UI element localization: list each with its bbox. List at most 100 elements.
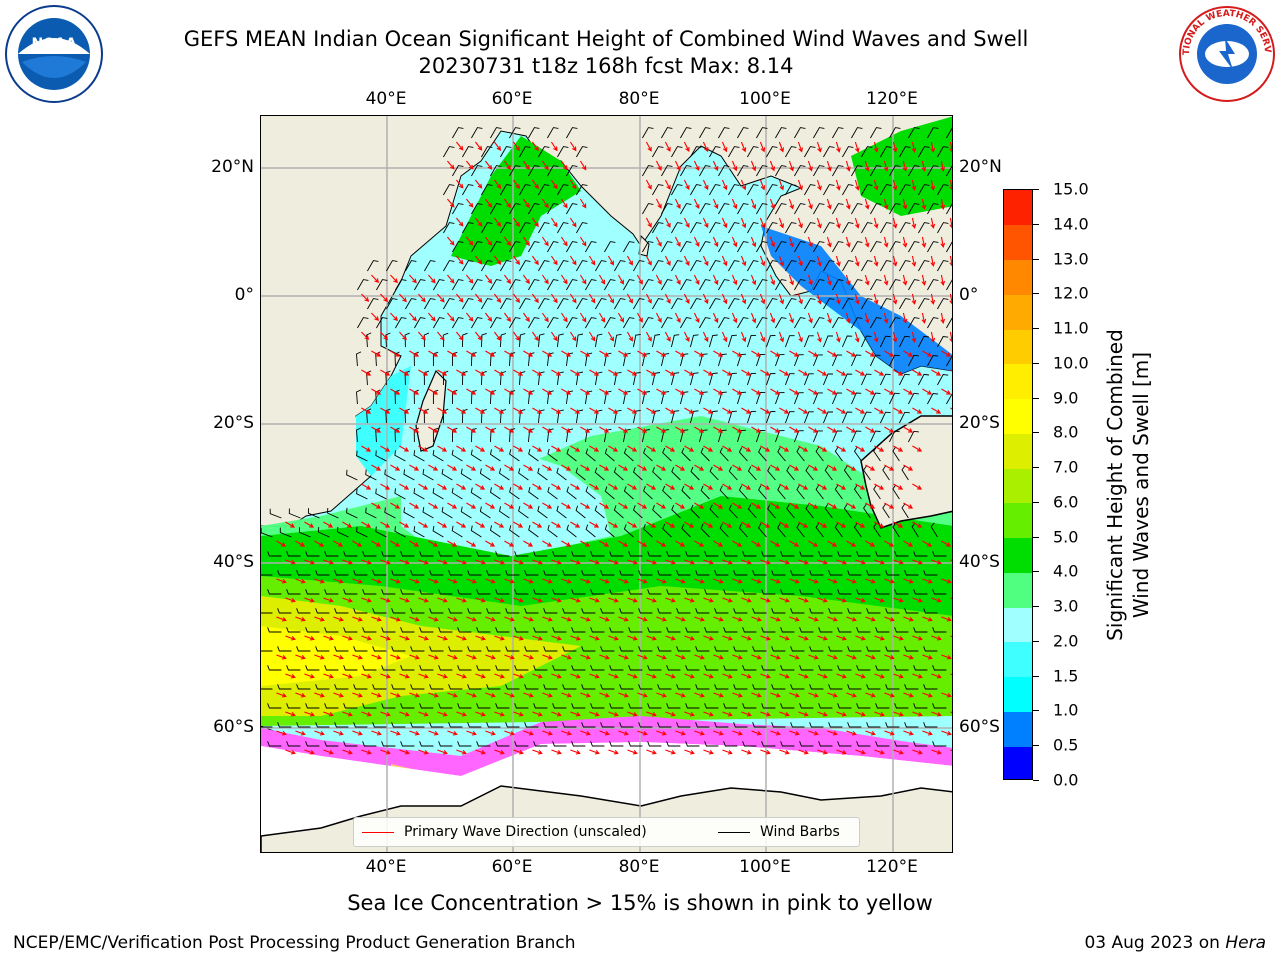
wind-barb xyxy=(752,684,767,690)
wind-barb xyxy=(908,127,920,139)
wind-barb xyxy=(391,684,406,690)
wave-direction-arrow xyxy=(627,711,638,717)
wave-direction-arrow xyxy=(873,293,879,305)
wave-direction-arrow xyxy=(912,559,923,565)
wind-barb xyxy=(575,505,586,519)
wave-direction-arrow xyxy=(713,350,724,357)
wave-direction-arrow xyxy=(513,483,524,490)
wind-barb xyxy=(899,411,910,424)
wave-direction-arrow xyxy=(285,635,296,641)
wind-barb xyxy=(519,260,531,272)
wind-barb xyxy=(500,260,512,272)
wave-direction-arrow xyxy=(808,616,819,622)
wind-barb xyxy=(932,665,947,671)
wave-direction-arrow xyxy=(399,483,410,490)
wind-barb xyxy=(747,298,759,310)
wave-direction-arrow xyxy=(542,464,553,471)
wind-barb xyxy=(652,298,664,310)
wind-barb xyxy=(671,222,683,234)
wave-direction-arrow xyxy=(817,369,828,376)
wind-barb xyxy=(538,298,550,310)
wind-barb xyxy=(286,741,301,747)
wave-direction-arrow xyxy=(703,559,714,565)
wave-direction-arrow xyxy=(503,236,511,247)
wind-barb xyxy=(438,703,453,709)
wave-direction-arrow xyxy=(475,445,486,452)
wave-direction-arrow xyxy=(475,521,486,528)
wave-direction-arrow xyxy=(380,293,389,303)
wave-direction-arrow xyxy=(504,578,515,584)
wind-barb xyxy=(571,551,586,557)
wind-barb xyxy=(404,332,410,348)
wave-direction-arrow xyxy=(513,521,524,528)
wave-direction-arrow xyxy=(428,578,439,584)
wind-barb xyxy=(885,570,900,576)
wave-direction-arrow xyxy=(807,274,813,286)
wind-barb xyxy=(742,703,757,709)
wave-direction-arrow xyxy=(855,597,866,603)
wind-barb xyxy=(837,741,852,747)
wind-barb xyxy=(709,466,719,481)
wind-barb xyxy=(353,570,368,576)
wave-direction-arrow xyxy=(854,217,860,229)
wave-direction-arrow xyxy=(694,464,705,471)
wind-barb xyxy=(394,526,406,538)
wind-barb xyxy=(813,203,825,215)
colorbar-tick-label: 8.0 xyxy=(1053,422,1079,442)
wind-barb xyxy=(832,354,843,367)
wave-direction-arrow xyxy=(314,578,325,584)
wind-barb xyxy=(728,146,740,158)
wind-barb xyxy=(552,589,567,595)
wave-direction-arrow xyxy=(428,540,439,547)
wind-barb xyxy=(946,317,952,329)
wind-barb xyxy=(623,241,635,253)
wave-direction-arrow xyxy=(608,711,619,717)
wave-direction-arrow xyxy=(409,426,420,433)
wind-barb xyxy=(476,551,491,557)
lon-tick-bottom: 120°E xyxy=(866,857,918,877)
wind-barb xyxy=(481,146,493,158)
wave-direction-arrow xyxy=(390,692,401,698)
wind-barb xyxy=(337,526,349,538)
wind-barb xyxy=(794,354,804,367)
wave-direction-arrow xyxy=(390,654,401,660)
wave-direction-arrow xyxy=(770,464,781,471)
wave-direction-arrow xyxy=(551,407,562,414)
wave-direction-arrow xyxy=(855,521,866,528)
wave-direction-arrow xyxy=(456,369,467,376)
wind-barb xyxy=(376,317,388,329)
lon-tick-top: 100°E xyxy=(739,89,791,109)
wind-barb xyxy=(723,589,738,595)
wave-direction-arrow xyxy=(949,179,952,191)
wind-barb xyxy=(566,486,577,500)
wind-barb xyxy=(405,260,417,272)
wave-direction-arrow xyxy=(626,293,633,304)
wave-direction-arrow xyxy=(542,388,553,395)
wind-barb xyxy=(733,722,748,728)
wave-direction-arrow xyxy=(285,559,296,565)
wind-barb xyxy=(528,448,539,462)
wave-direction-arrow xyxy=(740,293,747,305)
wind-barb xyxy=(261,527,273,538)
wave-direction-arrow xyxy=(912,597,923,603)
wave-direction-arrow xyxy=(342,673,353,679)
wind-barb xyxy=(433,317,445,329)
wave-direction-arrow xyxy=(646,711,657,717)
wave-direction-arrow xyxy=(940,160,946,172)
colorbar-label-line1: Significant Height of Combined xyxy=(1103,329,1127,641)
wave-direction-arrow xyxy=(465,160,474,170)
wave-direction-arrow xyxy=(466,350,477,357)
wave-direction-arrow xyxy=(474,293,483,303)
wave-direction-arrow xyxy=(608,673,619,679)
wind-barb xyxy=(818,703,833,709)
wind-barb xyxy=(552,627,567,633)
wind-barb xyxy=(815,446,824,462)
wind-barb xyxy=(685,627,700,633)
wind-barb xyxy=(581,608,596,614)
wave-direction-arrow xyxy=(523,426,534,433)
wave-direction-arrow xyxy=(732,540,743,547)
wave-direction-arrow xyxy=(712,236,719,248)
colorbar-tick-mark xyxy=(1033,571,1039,573)
wave-direction-arrow xyxy=(665,445,676,452)
wave-direction-arrow xyxy=(484,274,493,284)
